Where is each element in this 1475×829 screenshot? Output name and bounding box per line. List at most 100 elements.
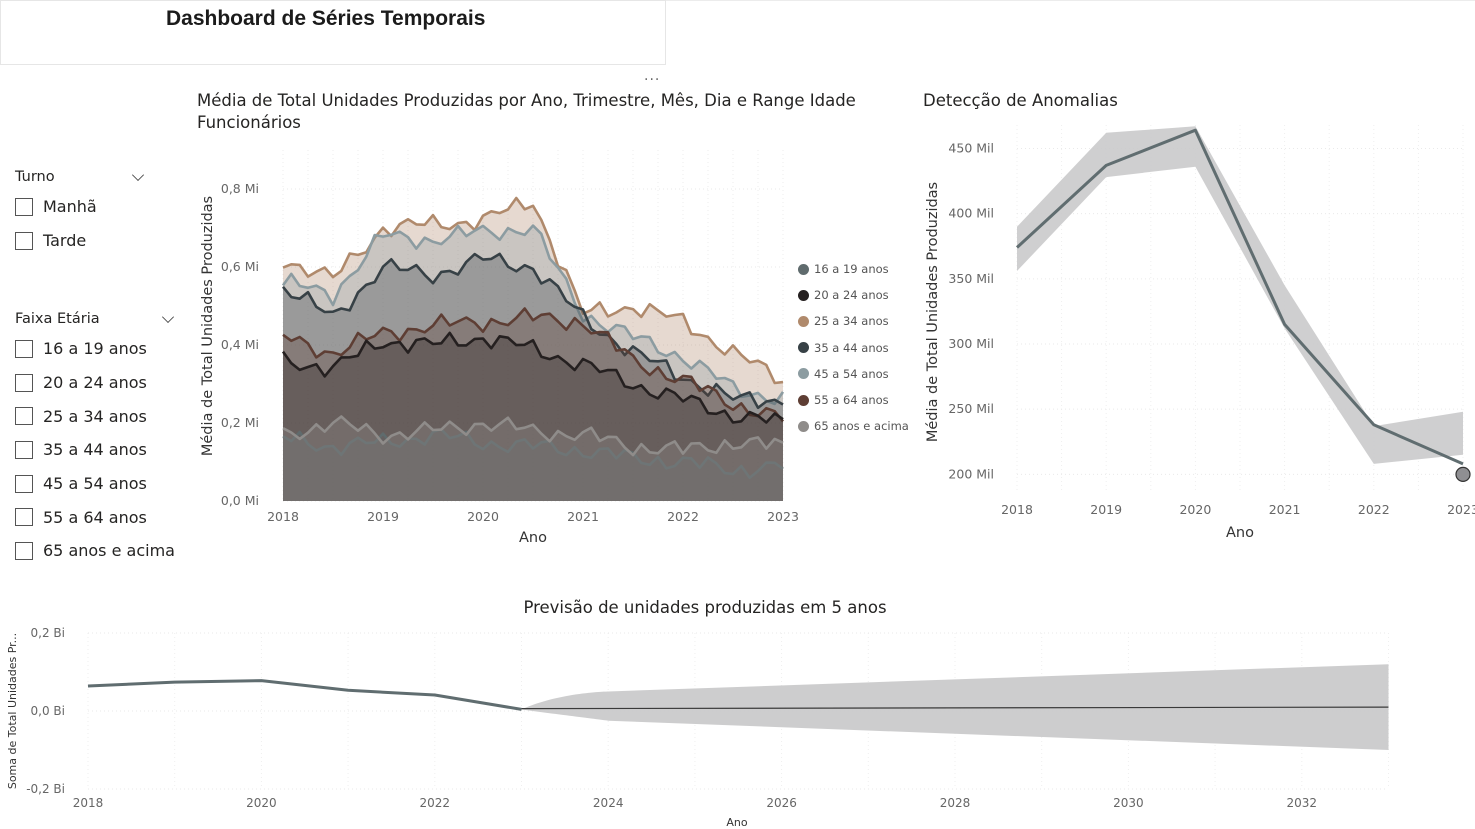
slicer-turno: Turno Manhã Tarde (15, 166, 180, 257)
y-tick-label: 0,2 Bi (31, 626, 65, 640)
series-line-1 (281, 331, 784, 424)
x-tick-label: 2026 (766, 796, 797, 810)
slicer-option-55-64[interactable]: 55 a 64 anos (15, 500, 180, 534)
y-tick-label: 0,2 Mi (221, 415, 259, 430)
slicer-option-16-19[interactable]: 16 a 19 anos (15, 332, 180, 366)
x-tick-label: 2021 (1269, 502, 1301, 517)
y-tick-label: 0,6 Mi (221, 259, 259, 274)
slicer-option-label: 25 a 34 anos (43, 406, 147, 426)
checkbox-icon[interactable] (15, 231, 33, 250)
y-tick-label: 0,0 Mi (221, 493, 259, 508)
x-axis-title: Ano (726, 816, 747, 829)
legend-dot (798, 342, 809, 354)
x-tick-label: 2018 (1001, 502, 1033, 517)
slicer-option-tarde[interactable]: Tarde (15, 224, 180, 258)
forecast-history-line (87, 679, 522, 711)
forecast-band (521, 664, 1389, 750)
slicer-option-25-34[interactable]: 25 a 34 anos (15, 399, 180, 433)
y-tick-label: 400 Mil (948, 206, 994, 221)
series-area-4 (283, 225, 783, 501)
legend-label: 25 a 34 anos (814, 314, 889, 329)
x-tick-label: 2022 (667, 509, 699, 524)
legend-label: 35 a 44 anos (814, 340, 889, 355)
x-tick-label: 2018 (267, 509, 299, 524)
slicer-option-label: 16 a 19 anos (43, 339, 147, 359)
checkbox-icon[interactable] (15, 508, 33, 527)
slicer-faixa-etaria-title: Faixa Etária (15, 311, 100, 327)
legend-label: 45 a 54 anos (814, 366, 889, 381)
slicer-option-20-24[interactable]: 20 a 24 anos (15, 366, 180, 400)
y-tick-label: 450 Mil (948, 140, 994, 155)
series-line-2 (282, 196, 784, 385)
area-chart-title: Média de Total Unidades Produzidas por A… (197, 91, 856, 132)
legend-label: 20 a 24 anos (814, 288, 889, 303)
slicer-turno-header[interactable]: Turno (15, 166, 180, 190)
legend-item[interactable]: 16 a 19 anos (798, 256, 909, 282)
series-line-4 (281, 224, 785, 406)
slicer-option-manha[interactable]: Manhã (15, 190, 180, 224)
y-tick-label: 350 Mil (948, 271, 994, 286)
y-tick-label: 250 Mil (948, 401, 994, 416)
legend-item[interactable]: 35 a 44 anos (798, 335, 909, 361)
x-tick-label: 2028 (940, 796, 971, 810)
slicer-option-label: 35 a 44 anos (43, 440, 147, 460)
y-axis-title: Soma de Total Unidades Pr... (6, 633, 19, 789)
anomaly-series-line (1015, 128, 1464, 466)
series-line-5 (282, 307, 785, 423)
legend-dot (798, 263, 809, 275)
slicer-option-label: 20 a 24 anos (43, 373, 147, 393)
more-options-icon[interactable]: ... (644, 68, 661, 84)
series-line-6 (282, 415, 784, 457)
x-tick-label: 2022 (420, 796, 451, 810)
anomaly-chart-plot: 200 Mil 250 Mil 300 Mil 350 Mil 400 Mil 450 M… (925, 125, 1475, 541)
x-tick-label: 2032 (1287, 796, 1318, 810)
checkbox-icon[interactable] (15, 474, 33, 493)
slicer-option-label: 45 a 54 anos (43, 474, 147, 494)
x-tick-label: 2023 (767, 509, 799, 524)
legend-dot (798, 315, 809, 327)
checkbox-icon[interactable] (15, 197, 33, 216)
confidence-band (1017, 126, 1463, 464)
y-axis-title: Média de Total Unidades Produzidas (925, 182, 941, 442)
slicer-option-label: 55 a 64 anos (43, 507, 147, 527)
checkbox-icon[interactable] (15, 339, 33, 358)
slicer-option-65-plus[interactable]: 65 anos e acima (15, 534, 180, 568)
y-tick-label: 200 Mil (948, 466, 994, 481)
legend-item[interactable]: 55 a 64 anos (798, 387, 909, 413)
x-tick-label: 2023 (1447, 502, 1475, 517)
legend-item[interactable]: 20 a 24 anos (798, 282, 909, 308)
checkbox-icon[interactable] (15, 440, 33, 459)
legend-item[interactable]: 25 a 34 anos (798, 308, 909, 334)
slicer-option-45-54[interactable]: 45 a 54 anos (15, 467, 180, 501)
series-area-6 (283, 416, 783, 501)
anomaly-marker (1455, 466, 1471, 482)
slicer-option-35-44[interactable]: 35 a 44 anos (15, 433, 180, 467)
checkbox-icon[interactable] (15, 407, 33, 426)
forecast-chart-plot: -0,2 Bi 0,0 Bi 0,2 Bi 2018 2020 2022 2024 2026 2… (6, 626, 1389, 829)
x-axis-title: Ano (1226, 525, 1254, 541)
slicer-option-label: Manhã (43, 197, 97, 217)
x-tick-label: 2020 (1179, 502, 1211, 517)
slicer-faixa-etaria-header[interactable]: Faixa Etária (15, 308, 180, 332)
y-tick-label: 0,0 Bi (31, 704, 65, 718)
x-tick-label: 2021 (567, 509, 599, 524)
legend-item[interactable]: 65 anos e acima (798, 413, 909, 439)
x-tick-label: 2020 (467, 509, 499, 524)
slicer-turno-title: Turno (15, 169, 55, 185)
header-divider (666, 0, 1475, 1)
legend-dot (798, 394, 809, 406)
x-axis-title: Ano (519, 530, 547, 546)
area-chart-plot: 0,0 Mi 0,2 Mi 0,4 Mi 0,6 Mi 0,8 Mi 2018 2019 20… (200, 150, 799, 546)
legend-dot (798, 420, 809, 432)
y-axis-title: Média de Total Unidades Produzidas (200, 196, 216, 456)
legend-item[interactable]: 45 a 54 anos (798, 361, 909, 387)
y-tick-label: 300 Mil (948, 336, 994, 351)
slicer-faixa-etaria: Faixa Etária 16 a 19 anos 20 a 24 anos 2… (15, 308, 180, 568)
forecast-chart-title: Previsão de unidades produzidas em 5 ano… (523, 598, 887, 617)
x-tick-label: 2022 (1358, 502, 1390, 517)
checkbox-icon[interactable] (15, 373, 33, 392)
x-tick-label: 2020 (246, 796, 277, 810)
checkbox-icon[interactable] (15, 541, 33, 560)
series-area-2 (283, 198, 783, 501)
